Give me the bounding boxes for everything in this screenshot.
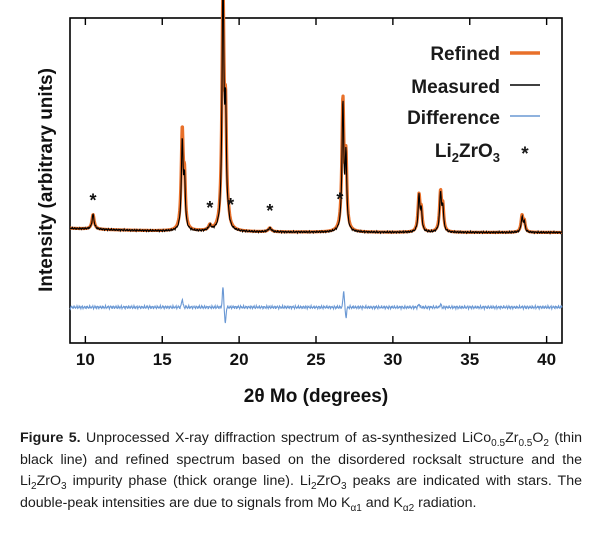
x-axis-label: 2θ Mo (degrees) [244,386,388,407]
legend-item-measured: Measured [411,77,540,98]
series-difference [69,287,563,324]
caption-text: peaks are indicated with stars. The doub… [20,473,582,511]
plot-frame [69,17,563,344]
legend-label-difference: Difference [407,108,500,129]
caption-text: impurity phase (thick orange line). Li [66,473,311,489]
legend-label-measured: Measured [411,77,500,98]
caption-sub: 2 [543,437,549,449]
legend: Refined Measured Difference Li2ZrO3 * [407,44,540,165]
impurity-star-markers: * * * * * [90,190,344,221]
x-tick-label: 15 [153,350,172,369]
x-tick-label: 40 [537,350,556,369]
caption-text: Unprocessed X-ray diffraction spectrum o… [80,430,492,446]
x-axis-ticks: 10 15 20 25 30 35 40 [76,18,556,369]
caption-sub: 0.5 [491,437,506,449]
series-layer [68,0,564,324]
caption-text: (thin black line) and refined spectrum b… [20,430,582,489]
y-axis-label: Intensity (arbitrary units) [36,68,57,292]
caption-sub: 2 [310,480,317,492]
caption-sub: α1 [350,502,362,514]
x-tick-label: 25 [307,350,326,369]
caption-text: O [532,430,544,446]
xrd-chart: 10 15 20 25 30 35 40 * * * * * Intensity (arbitrar… [36,0,564,407]
impurity-star: * [336,190,343,210]
caption-sub: α2 [402,502,415,514]
x-tick-label: 30 [383,350,402,369]
legend-item-refined: Refined [430,44,540,65]
impurity-star: * [206,198,213,218]
caption-sub: 2 [31,480,37,492]
caption-sub: 0.5 [518,437,533,449]
caption-text: and K [361,494,403,511]
legend-label-li2zro3: Li2ZrO3 [435,141,500,165]
caption-text: Zr [505,430,519,446]
figure-caption: Figure 5. Unprocessed X-ray diffraction … [20,428,582,514]
impurity-star: * [90,190,97,210]
caption-sub: 3 [61,480,67,492]
impurity-star: * [227,195,234,215]
legend-item-difference: Difference [407,108,540,129]
caption-text: radiation. [414,494,477,511]
legend-label-refined: Refined [430,44,500,65]
series-measured [69,0,562,235]
caption-text: ZrO [36,473,62,489]
x-tick-label: 20 [230,350,249,369]
x-tick-label: 35 [460,350,479,369]
legend-star-marker: * [521,144,529,165]
caption-label: Figure 5. [20,430,81,446]
caption-sub: 3 [340,480,347,492]
caption-text: ZrO [316,473,341,489]
legend-item-li2zro3: Li2ZrO3 * [435,141,529,165]
impurity-star: * [266,201,273,221]
x-tick-label: 10 [76,350,95,369]
